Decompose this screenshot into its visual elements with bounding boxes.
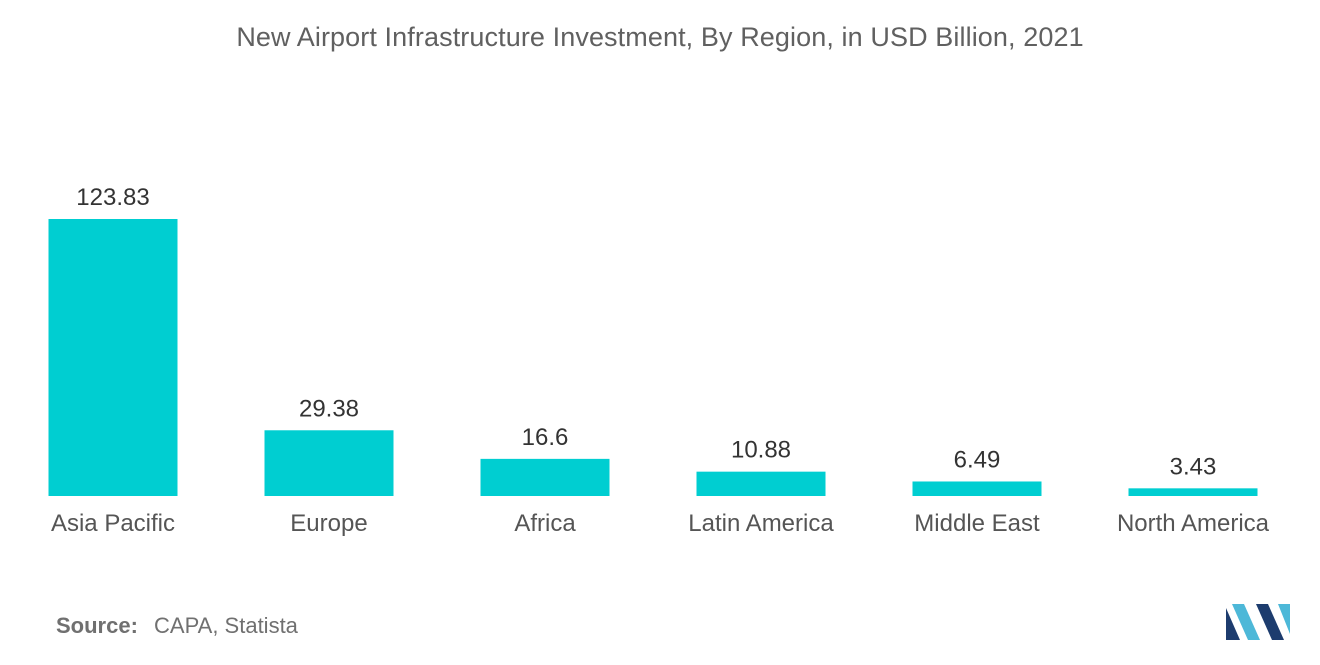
value-label-africa: 16.6	[522, 424, 569, 451]
value-label-middle-east: 6.49	[954, 446, 1001, 473]
bar-chart: 123.83 29.38 16.6 10.88 6.49 3.43 Asia Pacifi…	[48, 184, 1270, 537]
bar-north-america	[1128, 488, 1258, 496]
category-label-asia-pacific: Asia Pacific	[51, 510, 175, 537]
bars-layer	[48, 219, 1258, 496]
value-label-north-america: 3.43	[1170, 453, 1217, 480]
category-label-latin-america: Latin America	[688, 510, 834, 537]
bar-middle-east	[912, 481, 1042, 496]
bar-africa	[480, 458, 610, 496]
bar-europe	[264, 430, 394, 496]
category-label-europe: Europe	[290, 510, 367, 537]
category-label-africa: Africa	[514, 510, 576, 537]
category-label-middle-east: Middle East	[914, 510, 1040, 537]
bar-asia-pacific	[48, 219, 178, 496]
mordor-intelligence-logo-icon	[1226, 604, 1290, 640]
source-note: Source: CAPA, Statista	[56, 613, 298, 639]
value-label-latin-america: 10.88	[731, 437, 791, 464]
source-label: Source:	[56, 613, 138, 638]
category-labels-layer: Asia Pacific Europe Africa Latin America Mid…	[51, 510, 1270, 537]
bar-latin-america	[696, 471, 826, 496]
chart-title: New Airport Infrastructure Investment, B…	[236, 22, 1084, 52]
value-labels-layer: 123.83 29.38 16.6 10.88 6.49 3.43	[76, 184, 1216, 480]
value-label-europe: 29.38	[299, 395, 359, 422]
source-text: CAPA, Statista	[154, 613, 298, 638]
category-label-north-america: North America	[1117, 510, 1270, 537]
value-label-asia-pacific: 123.83	[76, 184, 149, 211]
